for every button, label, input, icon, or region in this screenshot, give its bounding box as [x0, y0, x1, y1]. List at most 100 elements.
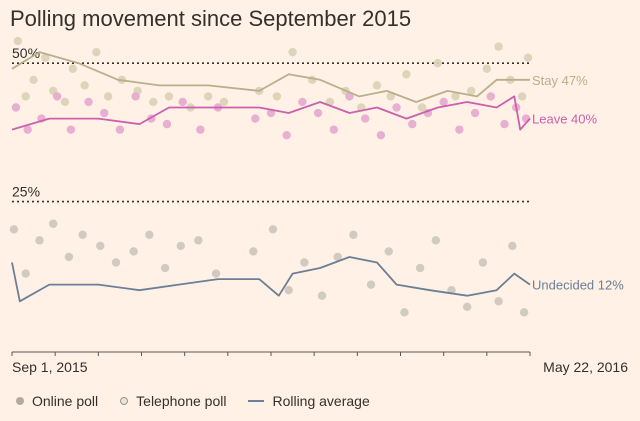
leave-poll-dot-4 — [66, 125, 76, 134]
undecided-poll-dot-6 — [96, 241, 105, 251]
stay-poll-dot-26 — [402, 70, 411, 79]
undecided-poll-dot-10 — [160, 263, 170, 273]
leave-poll-dot-7 — [115, 125, 125, 134]
undecided-poll-dot-27 — [463, 302, 472, 311]
leave-poll-dot-21 — [360, 114, 370, 123]
undecided-poll-dot-12 — [194, 236, 203, 245]
stay-poll-dot-12 — [149, 97, 158, 107]
stay-poll-dot-25 — [386, 92, 395, 101]
undecided-poll-dot-18 — [317, 291, 327, 300]
undecided-poll-dot-7 — [111, 258, 121, 267]
leave-poll-dot-5 — [84, 97, 93, 107]
stay-poll-dot-35 — [523, 53, 533, 62]
undecided-poll-dot-1 — [21, 269, 30, 278]
leave-poll-dot-11 — [178, 97, 187, 107]
undecided-poll-dot-25 — [431, 236, 441, 245]
undecided-poll-dot-29 — [494, 297, 503, 306]
leave-poll-dot-16 — [282, 130, 291, 140]
leave-poll-dot-28 — [470, 108, 480, 118]
stay-poll-dot-7 — [80, 81, 89, 90]
leave-poll-dot-27 — [455, 125, 464, 134]
undecided-poll-dot-21 — [366, 280, 376, 289]
undecided-poll-dot-31 — [519, 308, 529, 317]
legend-online-label: Online poll — [32, 393, 99, 409]
stay-poll-dot-1 — [21, 92, 30, 101]
stay-poll-dot-13 — [164, 92, 174, 101]
stay-poll-dot-0 — [13, 36, 23, 46]
undecided-poll-dot-28 — [478, 258, 488, 267]
leave-poll-dot-24 — [408, 119, 417, 129]
undecided-poll-dot-23 — [400, 308, 409, 317]
x-tick-label-start: Sep 1, 2015 — [12, 359, 88, 375]
reference-label-25: 25% — [12, 184, 40, 200]
leave-poll-dot-0 — [11, 103, 21, 112]
undecided-poll-dot-22 — [384, 247, 393, 256]
leave-poll-dot-12 — [196, 125, 205, 134]
legend-rolling-label: Rolling average — [272, 393, 370, 409]
stay-poll-dot-27 — [417, 103, 427, 112]
stay-poll-dot-16 — [219, 97, 229, 107]
legend: Online poll Telephone poll Rolling avera… — [16, 393, 392, 409]
undecided-poll-dot-24 — [415, 263, 425, 273]
leave-poll-dot-23 — [392, 103, 401, 112]
stay-poll-dot-29 — [451, 92, 460, 101]
leave-poll-dot-18 — [313, 108, 323, 118]
undecided-poll-dot-15 — [268, 225, 278, 234]
leave-poll-dot-6 — [100, 108, 109, 118]
undecided-poll-dot-14 — [249, 247, 258, 256]
leave-poll-dot-10 — [162, 119, 172, 129]
stay-poll-dot-3 — [41, 53, 50, 62]
stay-rolling-average-line — [11, 51, 530, 103]
undecided-poll-dot-20 — [349, 230, 358, 240]
undecided-poll-dot-16 — [284, 285, 293, 295]
leave-poll-dot-8 — [131, 92, 140, 101]
legend-rolling: Rolling average — [248, 393, 370, 409]
poll-dots — [9, 36, 533, 317]
stay-poll-dot-31 — [482, 64, 492, 73]
series-end-labels: Stay 47% Leave 40% Undecided 12% — [532, 73, 624, 293]
leave-poll-dot-1 — [23, 125, 32, 134]
legend-online: Online poll — [16, 393, 98, 409]
x-tick-label-end: May 22, 2016 — [543, 359, 628, 375]
legend-phone: Telephone poll — [120, 393, 226, 409]
stay-poll-dot-19 — [288, 47, 297, 57]
reference-lines: 50% 25% — [12, 45, 530, 203]
leave-poll-dot-19 — [329, 125, 338, 134]
leave-poll-dot-17 — [298, 97, 307, 107]
plot-area: 50% 25% Stay 47% Leave 40% Undecided 12% Se… — [9, 36, 628, 375]
leave-poll-dot-3 — [52, 92, 62, 101]
undecided-poll-dot-19 — [333, 252, 342, 262]
undecided-poll-dot-8 — [129, 247, 138, 256]
undecided-poll-dot-13 — [211, 269, 221, 278]
undecided-poll-dot-4 — [64, 252, 74, 262]
rolling-average-icon — [248, 400, 265, 402]
reference-label-50: 50% — [12, 45, 40, 61]
leave-poll-dot-26 — [439, 97, 448, 107]
rolling-average-lines — [11, 51, 531, 303]
leave-poll-dot-29 — [486, 92, 495, 101]
stay-poll-dot-8 — [92, 47, 101, 57]
stay-poll-dot-32 — [494, 42, 503, 51]
online-poll-icon — [16, 397, 24, 405]
leave-poll-dot-22 — [376, 130, 386, 140]
undecided-poll-dot-30 — [508, 241, 517, 251]
undecided-poll-dot-11 — [176, 241, 185, 251]
stay-poll-dot-34 — [517, 92, 527, 101]
stay-poll-dot-15 — [204, 92, 213, 101]
chart-title: Polling movement since September 2015 — [10, 6, 412, 31]
stay-poll-dot-18 — [272, 92, 282, 101]
undecided-poll-dot-5 — [78, 230, 87, 240]
x-axis: Sep 1, 2015 May 22, 2016 — [11, 351, 628, 375]
leave-poll-dot-30 — [500, 119, 509, 129]
undecided-end-label: Undecided 12% — [532, 278, 624, 293]
undecided-poll-dot-3 — [49, 219, 58, 228]
stay-poll-dot-28 — [433, 59, 442, 68]
leave-rolling-average-line — [11, 95, 531, 131]
stay-poll-dot-9 — [103, 92, 113, 101]
stay-poll-dot-2 — [29, 75, 38, 85]
leave-poll-dot-20 — [345, 92, 354, 101]
stay-poll-dot-24 — [372, 81, 382, 90]
undecided-poll-dot-2 — [35, 236, 44, 245]
undecided-rolling-average-line — [11, 256, 531, 303]
